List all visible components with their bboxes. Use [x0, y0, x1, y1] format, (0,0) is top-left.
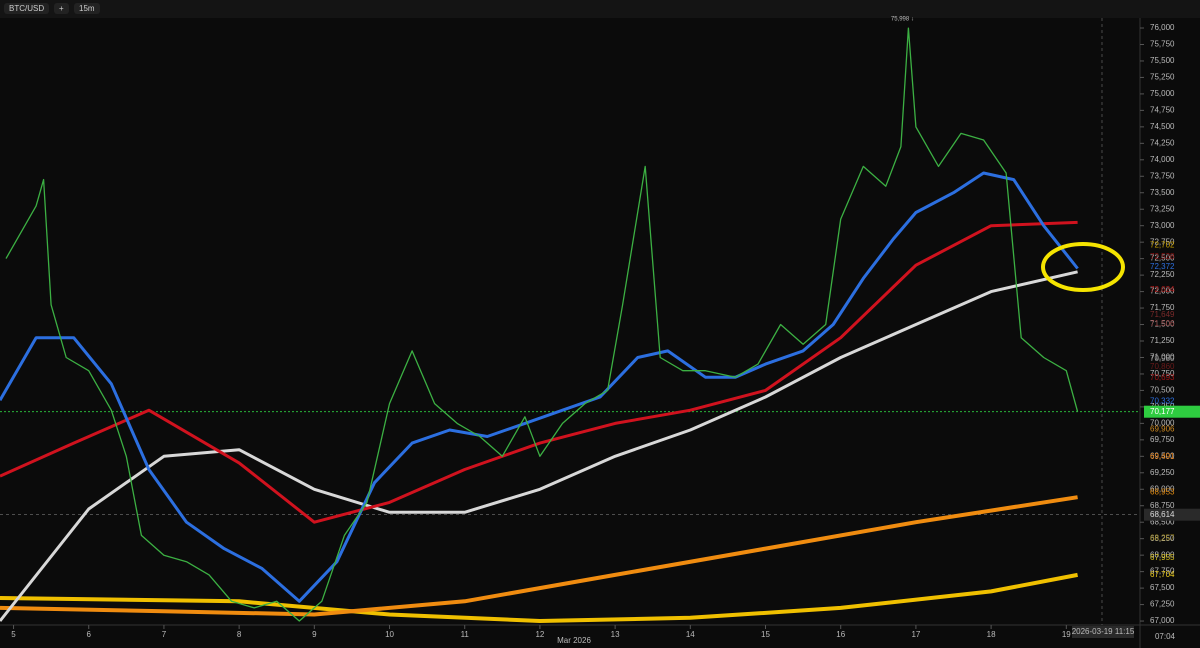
price-line: [0, 495, 1078, 617]
y-tick-label: 68,250: [1150, 534, 1175, 543]
y-tick-label: 67,500: [1150, 583, 1175, 592]
x-tick-label: 8: [237, 630, 242, 639]
x-tick-label: 13: [611, 630, 620, 639]
price-label: 68,257: [1150, 533, 1175, 542]
price-label: 70,693: [1150, 373, 1175, 382]
y-tick-label: 72,500: [1150, 254, 1175, 263]
y-tick-label: 69,000: [1150, 484, 1175, 493]
x-tick-label: 6: [87, 630, 92, 639]
y-tick-label: 73,750: [1150, 171, 1175, 180]
y-tick-label: 67,000: [1150, 616, 1175, 625]
price-line: [0, 220, 1078, 524]
y-tick-label: 73,500: [1150, 188, 1175, 197]
y-tick-label: 68,000: [1150, 550, 1175, 559]
price-line: [5, 27, 1079, 622]
y-tick-label: 71,000: [1150, 353, 1175, 362]
y-tick-label: 70,750: [1150, 369, 1175, 378]
y-tick-label: 75,500: [1150, 56, 1175, 65]
symbol[interactable]: BTC/USD: [4, 3, 50, 14]
price-line: [0, 171, 1079, 603]
price-label: 72,702: [1150, 240, 1175, 249]
x-tick-label: 5: [11, 630, 16, 639]
y-tick-label: 70,500: [1150, 386, 1175, 395]
countdown: 07:04: [1155, 632, 1176, 641]
y-tick-label: 73,250: [1150, 204, 1175, 213]
price-label: 71,649: [1150, 310, 1175, 319]
y-tick-label: 74,500: [1150, 122, 1175, 131]
y-tick-label: 67,250: [1150, 600, 1175, 609]
price-label: 72,024: [1150, 285, 1175, 294]
y-tick-label: 71,250: [1150, 336, 1175, 345]
x-tick-label: 11: [461, 630, 470, 639]
price-line: [0, 270, 1078, 622]
price-label: 72,372: [1150, 262, 1175, 271]
x-tick-label: 15: [761, 630, 770, 639]
x-tick-label: 14: [686, 630, 695, 639]
time-label: 2026-03-19 11:15: [1072, 627, 1135, 636]
y-tick-label: 74,750: [1150, 105, 1175, 114]
y-tick-label: 74,000: [1150, 155, 1175, 164]
current-price-box: [1144, 405, 1200, 418]
x-tick-label: 16: [836, 630, 845, 639]
x-tick-label: 12: [535, 630, 544, 639]
x-tick-label: 19: [1062, 630, 1071, 639]
price-label: 70,980: [1150, 354, 1175, 363]
y-tick-label: 72,250: [1150, 270, 1175, 279]
price-label: 69,491: [1150, 452, 1175, 461]
add-button[interactable]: +: [54, 3, 69, 14]
y-tick-label: 75,750: [1150, 40, 1175, 49]
y-tick-label: 70,000: [1150, 418, 1175, 427]
y-tick-label: 76,000: [1150, 23, 1175, 32]
crosshair-box: [1144, 508, 1200, 521]
price-label: 70,860: [1150, 362, 1175, 371]
interval[interactable]: 15m: [74, 3, 100, 14]
price-label: 72,528: [1150, 252, 1175, 261]
y-tick-label: 74,250: [1150, 138, 1175, 147]
time-label-bg: [1072, 626, 1134, 638]
y-tick-label: 72,750: [1150, 237, 1175, 246]
y-tick-label: 73,000: [1150, 221, 1175, 230]
y-tick-label: 67,750: [1150, 567, 1175, 576]
price-label: 68,953: [1150, 487, 1175, 496]
price-label: 71,506: [1150, 319, 1175, 328]
price-axis: [1140, 18, 1200, 648]
x-tick-label: 9: [312, 630, 317, 639]
y-tick-label: 75,000: [1150, 89, 1175, 98]
x-tick-label: 7: [162, 630, 167, 639]
y-tick-label: 71,500: [1150, 320, 1175, 329]
y-tick-label: 69,500: [1150, 451, 1175, 460]
x-tick-label: 18: [987, 630, 996, 639]
price-label: 67,704: [1150, 570, 1175, 579]
current-price-label: 70,177: [1150, 407, 1175, 416]
y-tick-label: 69,750: [1150, 435, 1175, 444]
highlight-ellipse: [1041, 242, 1125, 292]
price-label: 69,906: [1150, 425, 1175, 434]
y-tick-label: 68,750: [1150, 501, 1175, 510]
x-tick-label: 10: [385, 630, 394, 639]
price-label: 70,332: [1150, 397, 1175, 406]
peak-label: 75,998 ↓: [891, 17, 914, 23]
price-label: 67,955: [1150, 553, 1175, 562]
month-label: Mar 2026: [557, 636, 591, 645]
x-tick-label: 17: [911, 630, 920, 639]
price-line: [0, 572, 1078, 623]
y-tick-label: 69,250: [1150, 468, 1175, 477]
y-tick-label: 68,500: [1150, 517, 1175, 526]
y-tick-label: 75,250: [1150, 73, 1175, 82]
y-tick-label: 71,750: [1150, 303, 1175, 312]
toolbar: BTC/USD + 15m: [0, 0, 1200, 18]
y-tick-label: 72,000: [1150, 287, 1175, 296]
crosshair-label: 68,614: [1150, 510, 1175, 519]
